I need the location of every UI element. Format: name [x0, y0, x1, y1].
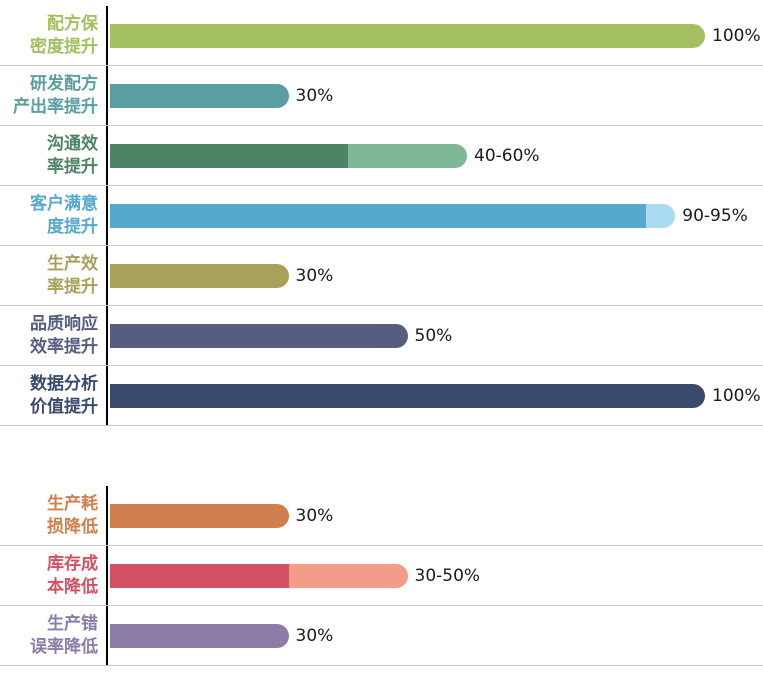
chart-row: 生产错 误率降低 30%	[0, 606, 763, 666]
chart-row: 研发配方 产出率提升 30%	[0, 66, 763, 126]
bar-main-segment	[110, 83, 289, 108]
row-label: 品质响应 效率提升	[30, 314, 98, 357]
bar-value-label: 40-60%	[474, 145, 540, 166]
bar	[110, 263, 289, 288]
bar-main-segment	[110, 563, 289, 588]
bar-main-segment	[110, 263, 289, 288]
bar-main-segment	[110, 143, 348, 168]
reduction-group: 生产耗 损降低 30% 库存成 本降低 30-50% 生产错 误率降低 30%	[0, 486, 763, 666]
bar-main-segment	[110, 383, 705, 408]
row-plot: 30-50%	[106, 546, 763, 605]
row-label: 生产效 率提升	[47, 254, 98, 297]
row-label: 数据分析 价值提升	[30, 374, 98, 417]
row-plot: 100%	[106, 366, 763, 425]
row-label: 生产错 误率降低	[30, 614, 98, 657]
row-label: 库存成 本降低	[47, 554, 98, 597]
bar-main-segment	[110, 203, 646, 228]
bar-value-label: 30%	[295, 265, 334, 286]
row-plot: 40-60%	[106, 126, 763, 185]
bar	[110, 323, 408, 348]
bar	[110, 503, 289, 528]
chart-row: 生产耗 损降低 30%	[0, 486, 763, 546]
bar	[110, 203, 676, 228]
bar	[110, 623, 289, 648]
bar-value-label: 100%	[712, 25, 761, 46]
bar	[110, 83, 289, 108]
bar-value-label: 30%	[295, 505, 334, 526]
row-plot: 90-95%	[106, 186, 763, 245]
bar	[110, 383, 705, 408]
bar-extension-segment	[645, 203, 676, 228]
bar-value-label: 100%	[712, 385, 761, 406]
bar-value-label: 30%	[295, 85, 334, 106]
row-plot: 30%	[106, 486, 763, 545]
row-plot: 30%	[106, 66, 763, 125]
bar-value-label: 50%	[414, 325, 453, 346]
row-label: 生产耗 损降低	[47, 494, 98, 537]
bar-main-segment	[110, 323, 408, 348]
bar	[110, 563, 408, 588]
chart-row: 沟通效 率提升 40-60%	[0, 126, 763, 186]
row-label: 客户满意 度提升	[30, 194, 98, 237]
row-plot: 50%	[106, 306, 763, 365]
bar	[110, 23, 705, 48]
chart-row: 数据分析 价值提升 100%	[0, 366, 763, 426]
bar-main-segment	[110, 503, 289, 528]
bar-extension-segment	[348, 143, 467, 168]
bar-extension-segment	[288, 563, 408, 588]
row-plot: 30%	[106, 246, 763, 305]
bar-value-label: 90-95%	[682, 205, 748, 226]
chart-row: 配方保 密度提升 100%	[0, 6, 763, 66]
chart-row: 客户满意 度提升 90-95%	[0, 186, 763, 246]
chart-row: 品质响应 效率提升 50%	[0, 306, 763, 366]
improvement-group: 配方保 密度提升 100% 研发配方 产出率提升 30% 沟通效 率提升 40	[0, 6, 763, 426]
chart-row: 库存成 本降低 30-50%	[0, 546, 763, 606]
row-label: 沟通效 率提升	[47, 134, 98, 177]
row-plot: 100%	[106, 6, 763, 65]
chart-row: 生产效 率提升 30%	[0, 246, 763, 306]
row-plot: 30%	[106, 606, 763, 665]
bar-main-segment	[110, 23, 705, 48]
row-label: 配方保 密度提升	[30, 14, 98, 57]
group-gap	[0, 426, 763, 486]
bar-value-label: 30%	[295, 625, 334, 646]
bar-value-label: 30-50%	[414, 565, 481, 586]
bar-main-segment	[110, 623, 289, 648]
row-label: 研发配方 产出率提升	[13, 74, 98, 117]
bar	[110, 143, 467, 168]
